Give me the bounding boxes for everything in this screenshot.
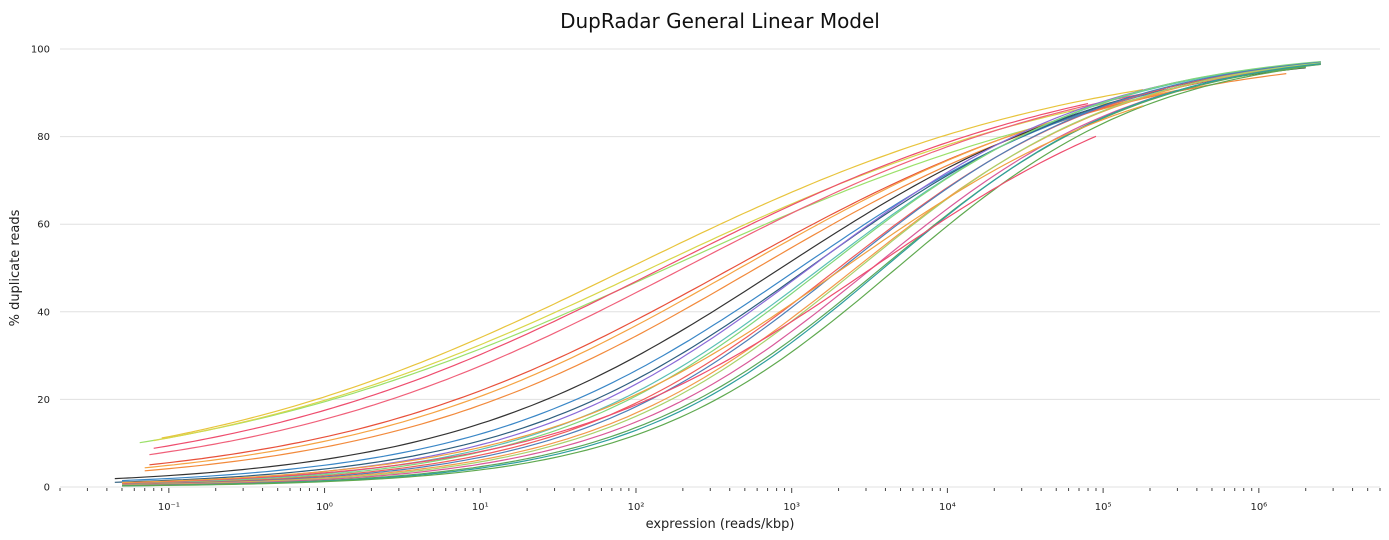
series-line-5	[149, 89, 1166, 456]
series-line-8	[144, 73, 1287, 472]
series-line-22	[121, 66, 1306, 487]
x-axis-label: expression (reads/kbp)	[646, 517, 795, 532]
y-axis-label: % duplicate reads	[8, 209, 23, 326]
y-tick-label: 20	[37, 395, 50, 406]
series-line-21	[121, 63, 1321, 487]
axes: 0 20 40 60 80 100 10⁻¹ 10⁰ 10¹ 10² 10³ 10⁴ 10⁵ 10⁶	[31, 45, 1381, 513]
series-line-7	[144, 89, 1178, 469]
series-line-11	[114, 65, 1306, 483]
series-line-23	[121, 135, 1097, 484]
series-line-14	[121, 61, 1321, 485]
y-tick-label: 60	[37, 220, 50, 231]
x-tick-label: 10⁵	[1095, 502, 1112, 513]
series-line-4	[153, 103, 1089, 449]
series-line-3	[153, 101, 1116, 442]
series-line-15	[121, 62, 1321, 485]
series-line-20	[121, 63, 1321, 487]
y-tick-label: 80	[37, 132, 50, 143]
x-tick-label: 10⁶	[1250, 502, 1267, 513]
x-tick-label: 10¹	[472, 502, 489, 513]
series-line-10	[121, 66, 1306, 482]
series-line-16	[121, 61, 1321, 486]
y-tick-label: 0	[44, 483, 50, 494]
series-line-24	[121, 105, 1144, 484]
y-tick-label: 40	[37, 307, 50, 318]
series-line-12	[121, 61, 1321, 484]
series-line-18	[121, 62, 1321, 486]
series-line-9	[114, 67, 1306, 480]
gridlines	[60, 48, 1380, 488]
series-lines	[114, 61, 1321, 487]
x-tick-label: 10⁻¹	[158, 502, 180, 513]
series-line-13	[121, 61, 1321, 485]
series-line-6	[149, 87, 1198, 466]
series-line-17	[121, 63, 1321, 486]
y-tick-label: 100	[31, 45, 50, 56]
x-tick-label: 10⁰	[316, 502, 333, 513]
series-line-2	[161, 89, 1144, 439]
x-tick-label: 10³	[783, 502, 800, 513]
chart-title: DupRadar General Linear Model	[560, 9, 880, 33]
series-line-19	[121, 63, 1321, 486]
x-tick-label: 10⁴	[939, 502, 956, 513]
x-tick-label: 10²	[628, 502, 645, 513]
